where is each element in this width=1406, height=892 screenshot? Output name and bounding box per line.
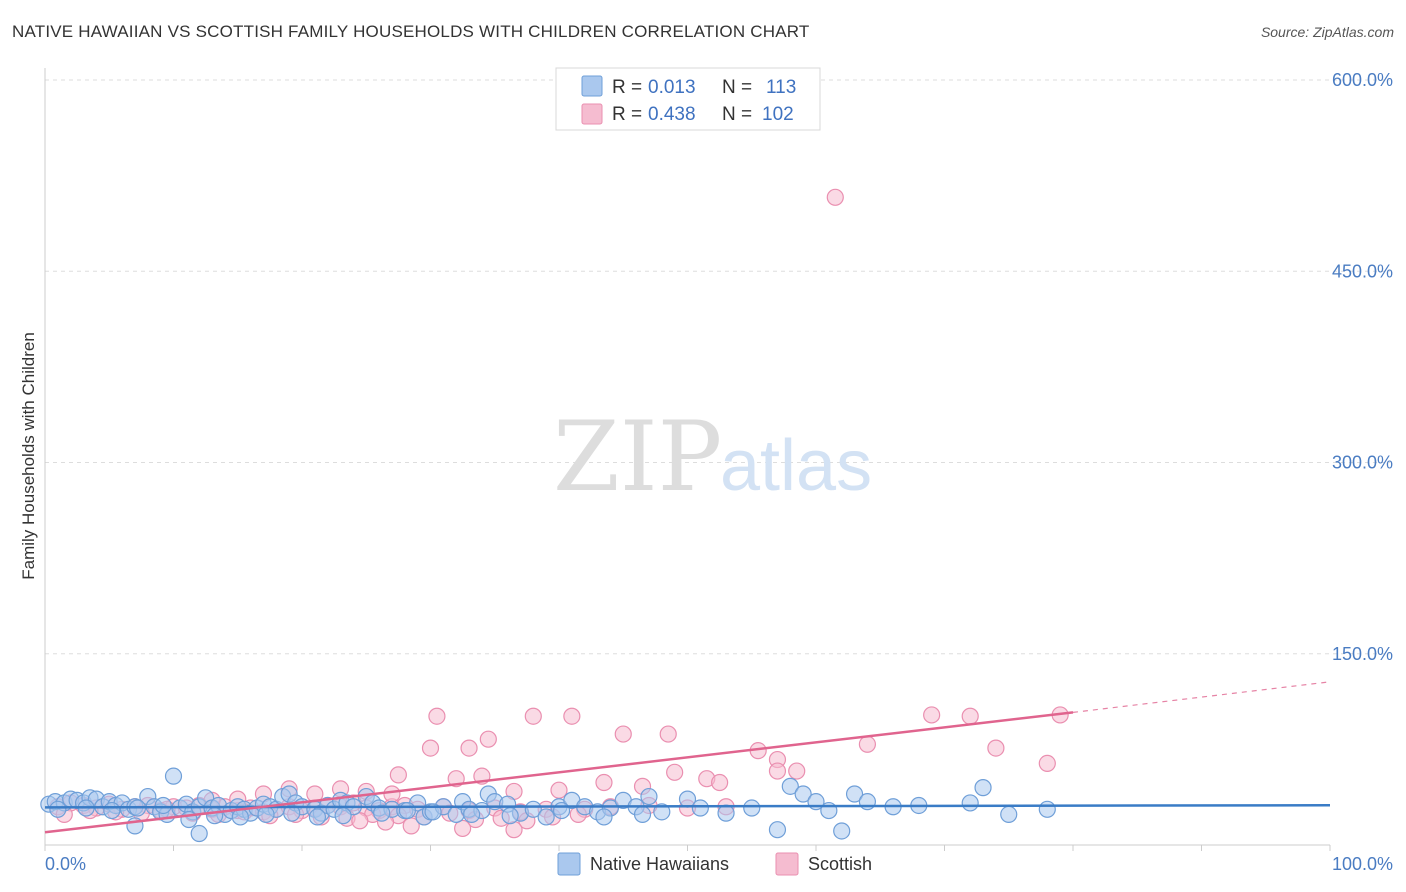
scottish-point (1038, 754, 1056, 773)
scottish-point (768, 762, 787, 780)
chart-title: NATIVE HAWAIIAN VS SCOTTISH FAMILY HOUSE… (12, 22, 810, 41)
native-hawaiian-point (501, 807, 519, 825)
scottish-point (595, 773, 613, 792)
native-hawaiian-point (206, 807, 224, 825)
native-hawaiian-point (595, 808, 613, 826)
scottish-point (383, 785, 401, 803)
x-tick-label-start: 0.0% (45, 854, 86, 874)
native-hawaiian-point (961, 794, 979, 812)
scottish-point (659, 725, 677, 743)
native-hawaiian-point (190, 824, 208, 843)
scottish-point (858, 735, 877, 753)
scottish-r-label: R = (612, 104, 642, 125)
native-hawaiian-point (524, 800, 542, 818)
scottish-point (826, 188, 844, 206)
native-hawaiian-point (653, 803, 671, 821)
chart-source: Source: ZipAtlas.com (1260, 24, 1394, 40)
y-tick-labels: 150.0% 300.0% 450.0% 600.0% (1332, 70, 1393, 664)
native-hawaiian-point (717, 804, 735, 822)
scottish-trend-line (44, 711, 1074, 834)
native-hawaiian-point (845, 785, 864, 803)
scottish-point (614, 725, 632, 743)
legend-native-swatch (557, 852, 581, 876)
legend: Native Hawaiians Scottish (557, 852, 872, 876)
scottish-point (987, 739, 1005, 757)
scottish-swatch (581, 103, 603, 125)
scottish-point (666, 763, 684, 781)
scottish-r-value: 0.438 (648, 104, 696, 125)
native-swatch (581, 75, 603, 97)
y-tick-label: 150.0% (1332, 644, 1393, 664)
y-axis-label: Family Households with Children (19, 332, 38, 580)
native-hawaiian-point (1000, 805, 1018, 824)
native-hawaiian-point (49, 800, 67, 818)
stats-box: R = 0.013 N = 113 R = 0.438 N = 102 (555, 67, 821, 131)
grid-lines (45, 79, 1390, 655)
scottish-point (923, 706, 941, 724)
scottish-point (454, 819, 472, 838)
native-hawaiian-point (334, 807, 352, 825)
y-tick-label: 600.0% (1332, 70, 1393, 90)
native-r-label: R = (612, 77, 642, 98)
scottish-point (505, 821, 523, 839)
y-tick-label: 300.0% (1332, 453, 1393, 473)
watermark: ZIP atlas (553, 401, 872, 513)
native-hawaiian-point (640, 787, 658, 806)
native-hawaiian-point (283, 804, 301, 822)
axes (44, 68, 1331, 851)
native-hawaiian-point (463, 805, 481, 824)
native-hawaiian-point (552, 801, 571, 820)
scottish-point (788, 762, 806, 780)
native-n-value: 113 (766, 77, 796, 98)
scottish-point (460, 739, 478, 757)
native-hawaiian-point (781, 777, 799, 795)
native-hawaiian-point (308, 808, 327, 826)
native-hawaiian-point (154, 796, 172, 815)
scottish-point (479, 730, 497, 748)
scottish-n-label: N = (722, 104, 752, 125)
native-hawaiian-point (398, 801, 416, 820)
native-n-label: N = (722, 77, 752, 98)
scottish-point (524, 707, 542, 725)
native-r-value: 0.013 (648, 77, 696, 98)
scottish-point (961, 707, 979, 725)
native-hawaiian-point (974, 779, 992, 797)
native-hawaiian-point (537, 808, 555, 826)
scottish-point (711, 773, 729, 792)
native-hawaiian-point (1038, 800, 1056, 818)
watermark-zip: ZIP (553, 401, 722, 513)
x-tick-labels: 0.0% 100.0% (45, 854, 1393, 874)
native-hawaiian-point (257, 805, 275, 824)
x-tick-label-end: 100.0% (1332, 854, 1393, 874)
legend-scottish-label: Scottish (808, 854, 872, 874)
scottish-point (389, 766, 407, 784)
scottish-point (563, 707, 581, 725)
scottish-points (49, 188, 1069, 839)
scottish-trend-extension (1072, 681, 1331, 713)
native-hawaiian-point (691, 799, 709, 817)
legend-scottish-swatch (775, 852, 799, 876)
native-hawaiian-point (373, 804, 391, 822)
native-hawaiian-point (103, 801, 121, 820)
legend-native-label: Native Hawaiians (590, 854, 729, 874)
native-hawaiian-point (794, 785, 812, 803)
trend-lines (44, 681, 1331, 834)
watermark-atlas: atlas (720, 426, 872, 506)
native-hawaiian-point (833, 822, 851, 840)
scottish-n-value: 102 (762, 104, 794, 125)
y-tick-label: 450.0% (1332, 261, 1393, 281)
scottish-point (351, 812, 369, 830)
native-hawaiian-point (164, 767, 183, 785)
native-hawaiian-point (768, 821, 787, 839)
native-hawaiian-point (633, 805, 652, 824)
scottish-point (421, 739, 440, 757)
scottish-point (428, 707, 446, 725)
native-hawaiian-point (743, 799, 761, 817)
